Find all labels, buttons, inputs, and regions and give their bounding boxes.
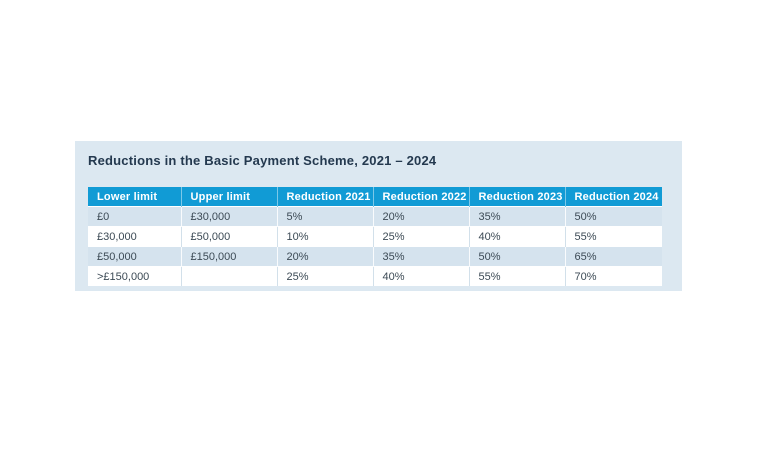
table-cell	[180, 266, 277, 286]
table-body: £0 £30,000 5% 20% 35% 50% £30,000 £50,000 10% 25%…	[88, 206, 662, 286]
table-cell: 50%	[564, 206, 662, 227]
table-cell: £50,000	[97, 250, 137, 263]
table-cell: 35%	[468, 206, 565, 227]
table-cell: 40%	[372, 266, 469, 286]
column-header-3: Reduction 2021	[276, 187, 373, 207]
table-cell: £50,000	[180, 226, 277, 247]
panel-title: Reductions in the Basic Payment Scheme, …	[88, 153, 437, 168]
table-cell: 55%	[468, 266, 565, 286]
reductions-table: Lower limit Upper limit Reduction 2021 Redu…	[88, 187, 662, 286]
table-cell: 25%	[276, 266, 373, 286]
table-row: £30,000 £50,000 10% 25% 40% 55%	[88, 226, 662, 247]
column-header-2: Upper limit	[180, 187, 277, 207]
table-row: >£150,000 25% 40% 55% 70%	[88, 266, 662, 286]
table-cell: 65%	[564, 246, 662, 267]
table-cell: 5%	[276, 206, 373, 227]
column-header-6: Reduction 2024	[564, 187, 662, 207]
payment-scheme-panel: Reductions in the Basic Payment Scheme, …	[75, 141, 682, 291]
table-cell: 35%	[372, 246, 469, 267]
table-cell: >£150,000	[97, 270, 150, 283]
table-cell: 10%	[276, 226, 373, 247]
table-cell: 25%	[372, 226, 469, 247]
table-cell: 40%	[468, 226, 565, 247]
table-cell: 20%	[372, 206, 469, 227]
table-cell: £150,000	[180, 246, 277, 267]
column-header-1: Lower limit	[88, 187, 181, 207]
column-header-5: Reduction 2023	[468, 187, 565, 207]
table-cell: 20%	[276, 246, 373, 267]
table-cell: 55%	[564, 226, 662, 247]
table-cell: 50%	[468, 246, 565, 267]
table-cell: £30,000	[97, 230, 137, 243]
column-header-4: Reduction 2022	[372, 187, 469, 207]
table-cell: £0	[97, 210, 110, 223]
table-row: £50,000 £150,000 20% 35% 50% 65%	[88, 246, 662, 267]
table-row: £0 £30,000 5% 20% 35% 50%	[88, 206, 662, 227]
table-cell: 70%	[564, 266, 662, 286]
table-cell: £30,000	[180, 206, 277, 227]
table-header-row: Lower limit Upper limit Reduction 2021 Redu…	[88, 187, 662, 207]
